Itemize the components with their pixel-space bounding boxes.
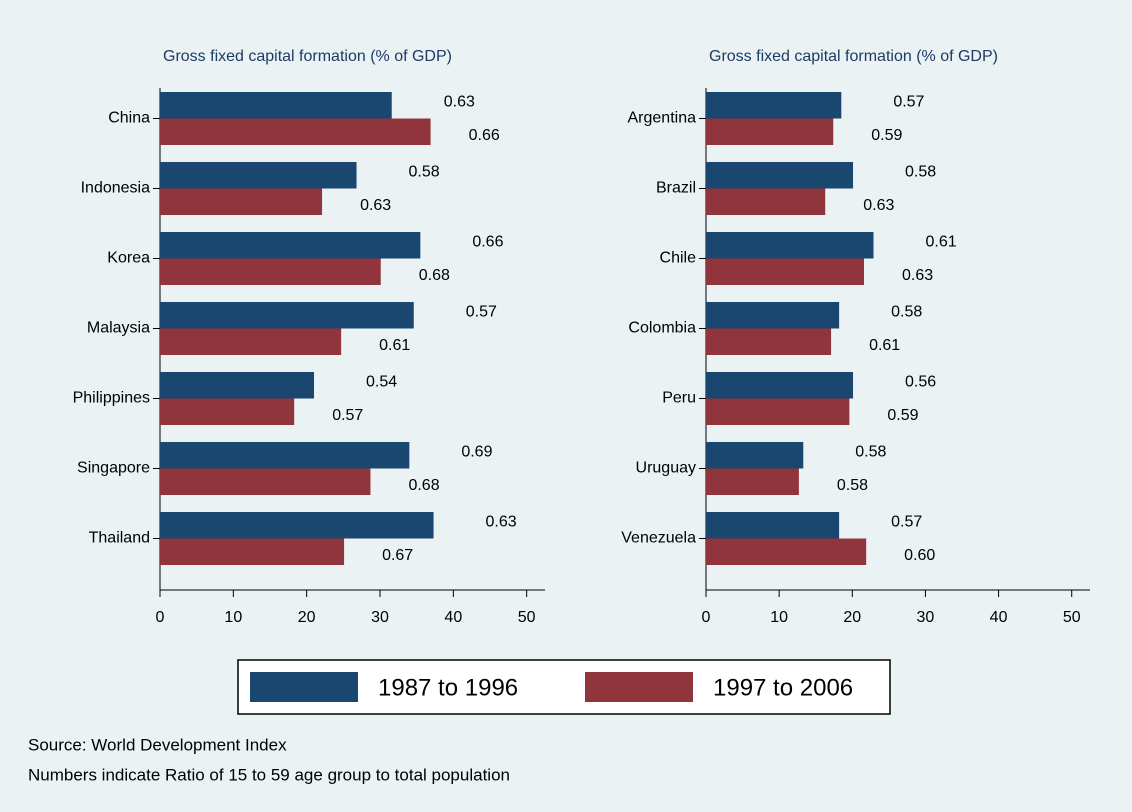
x-tick-label: 20 [298,609,316,626]
x-tick-label: 40 [444,609,462,626]
ratio-label: 0.66 [469,127,500,144]
bar [706,372,854,399]
ratio-label: 0.57 [332,407,363,424]
bar [160,538,345,565]
legend-label: 1987 to 1996 [378,674,518,701]
bar [706,118,834,145]
y-tick-label: Uruguay [636,460,696,477]
y-tick-label: Venezuela [621,530,696,547]
y-tick-label: Colombia [628,320,696,337]
ratio-label: 0.58 [837,477,868,494]
note: Source: World Development Index [28,735,287,754]
bar [706,92,842,119]
ratio-label: 0.57 [891,513,922,530]
ratio-label: 0.67 [382,547,413,564]
bar [160,468,371,495]
ratio-label: 0.61 [925,233,956,250]
bar [160,258,381,285]
bar [706,398,850,425]
bar [160,118,431,145]
ratio-label: 0.58 [905,163,936,180]
bar [706,468,799,495]
ratio-label: 0.66 [472,233,503,250]
y-tick-label: Philippines [73,390,150,407]
x-tick-label: 30 [917,609,935,626]
y-tick-label: Peru [662,390,696,407]
x-tick-label: 0 [702,609,711,626]
ratio-label: 0.63 [486,513,517,530]
y-tick-label: Thailand [89,530,150,547]
ratio-label: 0.59 [871,127,902,144]
ratio-label: 0.58 [891,303,922,320]
panel-title: Gross fixed capital formation (% of GDP) [163,48,452,65]
ratio-label: 0.63 [444,93,475,110]
ratio-label: 0.63 [360,197,391,214]
x-tick-label: 50 [518,609,536,626]
ratio-label: 0.57 [893,93,924,110]
x-tick-label: 40 [990,609,1008,626]
y-tick-label: Brazil [656,180,696,197]
ratio-label: 0.63 [863,197,894,214]
legend-label: 1997 to 2006 [713,674,853,701]
ratio-label: 0.58 [409,163,440,180]
bar [160,92,392,119]
y-tick-label: Indonesia [81,180,150,197]
ratio-label: 0.56 [905,373,936,390]
x-tick-label: 30 [371,609,389,626]
bar [706,442,804,469]
bar [160,232,421,259]
legend-swatch [250,672,358,702]
ratio-label: 0.63 [902,267,933,284]
bar [706,328,832,355]
ratio-label: 0.57 [466,303,497,320]
x-tick-label: 50 [1063,609,1081,626]
y-tick-label: Malaysia [87,320,150,337]
bar [160,328,342,355]
ratio-label: 0.58 [855,443,886,460]
y-tick-label: China [108,110,150,127]
bar [706,188,826,215]
bar [160,372,314,399]
ratio-label: 0.68 [408,477,439,494]
ratio-label: 0.68 [419,267,450,284]
ratio-label: 0.60 [904,547,935,564]
ratio-label: 0.59 [887,407,918,424]
x-tick-label: 10 [224,609,242,626]
x-tick-label: 10 [770,609,788,626]
bar [160,302,414,329]
bar [160,442,410,469]
bar [706,232,874,259]
panel-title: Gross fixed capital formation (% of GDP) [709,48,998,65]
bar [706,258,864,285]
legend-swatch [585,672,693,702]
ratio-label: 0.61 [869,337,900,354]
x-tick-label: 20 [843,609,861,626]
note: Numbers indicate Ratio of 15 to 59 age g… [28,765,510,784]
x-tick-label: 0 [156,609,165,626]
ratio-label: 0.61 [379,337,410,354]
bar [706,512,840,539]
bar [706,538,867,565]
bar [160,398,295,425]
ratio-label: 0.69 [461,443,492,460]
bar [160,512,434,539]
bar [160,162,357,189]
y-tick-label: Chile [660,250,697,267]
y-tick-label: Korea [107,250,150,267]
bar [706,302,840,329]
bar [706,162,854,189]
y-tick-label: Singapore [77,460,150,477]
ratio-label: 0.54 [366,373,397,390]
bar [160,188,323,215]
y-tick-label: Argentina [628,110,697,127]
